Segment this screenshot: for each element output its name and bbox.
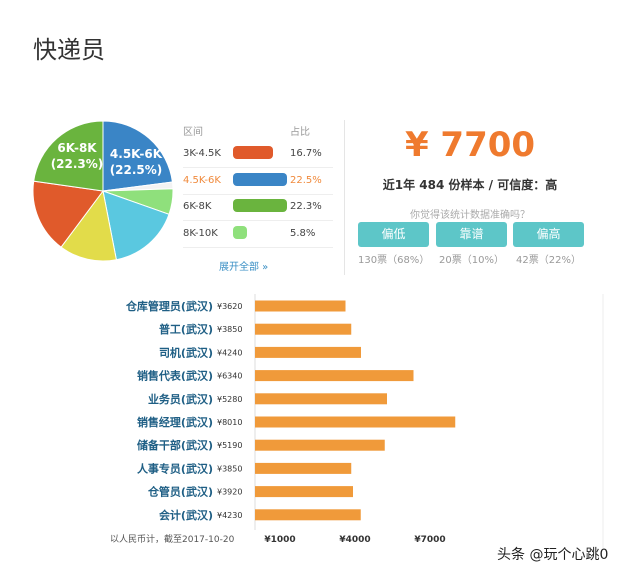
chart-footnote: 以人民币计，截至2017-10-20	[110, 533, 235, 545]
bar-value-label-1: ¥3850	[217, 325, 242, 334]
x-tick-label-1: ¥4000	[339, 535, 370, 545]
pie-slice-label-1: (22.5%)	[110, 163, 163, 177]
bar-0	[255, 300, 346, 312]
bar-value-label-7: ¥3850	[217, 464, 242, 473]
distribution-bar	[233, 146, 273, 159]
bar-category-label-8: 仓管员(武汉)	[147, 485, 213, 499]
percent-column-header: 占比	[290, 127, 310, 138]
pie-slice-5	[32, 180, 104, 248]
distribution-percent: 22.3%	[290, 201, 322, 212]
pie-slice-label-3: (22.3%)	[51, 157, 104, 171]
expand-all-link[interactable]: 展开全部 »	[219, 262, 269, 273]
row-divider	[183, 167, 333, 168]
bar-svg: 仓库管理员(武汉) ¥3620 普工(武汉) ¥3850 司机(武汉) ¥4240 销售代表…	[110, 294, 604, 548]
bar-value-label-8: ¥3920	[217, 488, 242, 497]
distribution-bar	[233, 226, 247, 239]
vote-accurate-count: 20票（10%）	[439, 255, 504, 266]
vote-low-count: 130票（68%）	[358, 255, 430, 266]
bar-value-label-9: ¥4230	[217, 511, 242, 520]
bar-8	[255, 486, 353, 498]
accuracy-question: 你觉得该统计数据准确吗？	[410, 210, 530, 221]
bar-value-label-3: ¥6340	[217, 372, 242, 381]
bar-category-label-0: 仓库管理员(武汉)	[125, 299, 213, 313]
bar-2	[255, 346, 361, 358]
average-salary: ¥ 7700	[404, 125, 536, 165]
bar-category-label-7: 人事专员(武汉)	[137, 461, 213, 475]
x-tick-label-2: ¥7000	[414, 535, 445, 545]
vote-high-button[interactable]: 偏高	[513, 222, 584, 247]
bar-3	[255, 370, 414, 382]
related-jobs-bar-chart: 仓库管理员(武汉) ¥3620 普工(武汉) ¥3850 司机(武汉) ¥4240 销售代表…	[100, 290, 610, 550]
distribution-range-label: 3K-4.5K	[183, 148, 221, 159]
bar-4	[255, 393, 387, 405]
distribution-row-8k-10k[interactable]: 8K-10K 5.8%	[183, 221, 333, 247]
pie-slice-6	[33, 120, 104, 192]
page-title: 快递员	[33, 36, 105, 64]
watermark: 头条 @玩个心跳0	[497, 547, 609, 563]
bar-category-label-5: 销售经理(武汉)	[137, 415, 213, 429]
salary-pie-chart: 4.5K-6K (22.5%) 6K-8K (22.3%)	[30, 118, 176, 264]
vote-high-count: 42票（22%）	[516, 255, 581, 266]
pie-slice-3	[102, 190, 170, 261]
vote-low-button[interactable]: 偏低	[358, 222, 429, 247]
pie-slice-0	[102, 120, 173, 192]
bar-7	[255, 462, 352, 474]
distribution-percent: 16.7%	[290, 148, 322, 159]
bar-category-label-9: 会计(武汉)	[159, 508, 213, 522]
bar-value-label-2: ¥4240	[217, 348, 242, 357]
sample-info: 近1年 484 份样本 / 可信度：高	[382, 178, 558, 192]
distribution-bar	[233, 199, 287, 212]
bar-value-label-4: ¥5280	[217, 395, 242, 404]
distribution-range-label: 6K-8K	[183, 201, 212, 212]
distribution-row-6k-8k[interactable]: 6K-8K 22.3%	[183, 194, 333, 220]
distribution-row-4.5k-6k[interactable]: 4.5K-6K 22.5%	[183, 168, 333, 194]
bar-category-label-2: 司机(武汉)	[159, 345, 213, 359]
pie-slice-label-2: 6K-8K	[57, 141, 97, 155]
distribution-range-label: 4.5K-6K	[183, 175, 221, 186]
bar-category-label-6: 储备干部(武汉)	[137, 438, 213, 452]
x-tick-label-0: ¥1000	[264, 535, 295, 545]
distribution-percent: 22.5%	[290, 175, 322, 186]
distribution-row-3k-4.5k[interactable]: 3K-4.5K 16.7%	[183, 141, 333, 167]
row-divider	[183, 220, 333, 221]
vote-accurate-button[interactable]: 靠谱	[436, 222, 507, 247]
bar-value-label-5: ¥8010	[217, 418, 242, 427]
bar-6	[255, 439, 385, 451]
bar-category-label-4: 业务员(武汉)	[148, 392, 213, 406]
row-divider	[183, 194, 333, 195]
bar-category-label-1: 普工(武汉)	[159, 322, 213, 336]
distribution-percent: 5.8%	[290, 228, 316, 239]
bar-category-label-3: 销售代表(武汉)	[137, 369, 213, 383]
distribution-bar	[233, 173, 287, 186]
bar-5	[255, 416, 456, 428]
bar-value-label-0: ¥3620	[217, 302, 242, 311]
distribution-range-label: 8K-10K	[183, 228, 218, 239]
range-column-header: 区间	[183, 127, 203, 138]
pie-slice-label-0: 4.5K-6K	[110, 147, 163, 161]
row-divider	[183, 247, 333, 248]
bar-1	[255, 323, 352, 335]
bar-9	[255, 509, 361, 521]
pie-svg: 4.5K-6K (22.5%) 6K-8K (22.3%)	[32, 120, 174, 262]
pie-slice-4	[60, 189, 117, 262]
bar-value-label-6: ¥5190	[217, 441, 242, 450]
panel-divider	[344, 120, 345, 275]
